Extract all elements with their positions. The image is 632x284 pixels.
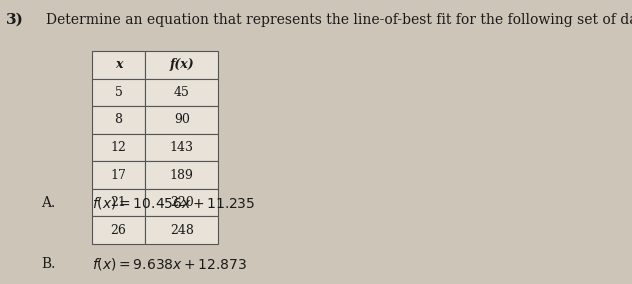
Text: 3): 3) xyxy=(6,13,24,27)
Text: 90: 90 xyxy=(174,114,190,126)
Text: 189: 189 xyxy=(170,169,193,181)
Bar xyxy=(92,134,145,161)
Text: 8: 8 xyxy=(114,114,123,126)
Text: 12: 12 xyxy=(111,141,126,154)
Text: A.: A. xyxy=(41,196,56,210)
Bar xyxy=(92,106,145,134)
Bar xyxy=(145,161,218,189)
Bar xyxy=(92,161,145,189)
Text: 45: 45 xyxy=(174,86,190,99)
Bar xyxy=(145,189,218,216)
Bar xyxy=(145,134,218,161)
Text: f(x): f(x) xyxy=(169,59,194,71)
Text: 5: 5 xyxy=(114,86,123,99)
Text: 248: 248 xyxy=(170,224,193,237)
Bar xyxy=(92,51,145,79)
Text: B.: B. xyxy=(41,257,56,271)
Bar xyxy=(92,216,145,244)
Bar xyxy=(145,79,218,106)
Text: $f(x)$$= 10.456x + 11.235$: $f(x)$$= 10.456x + 11.235$ xyxy=(92,195,255,211)
Text: 143: 143 xyxy=(170,141,193,154)
Text: $f(x)$$= 9.638x + 12.873$: $f(x)$$= 9.638x + 12.873$ xyxy=(92,256,246,272)
Text: 17: 17 xyxy=(111,169,126,181)
Bar xyxy=(145,106,218,134)
Text: x: x xyxy=(115,59,122,71)
Bar xyxy=(92,79,145,106)
Bar xyxy=(92,189,145,216)
Bar xyxy=(145,51,218,79)
Text: 220: 220 xyxy=(170,196,193,209)
Text: Determine an equation that represents the line-of-best fit for the following set: Determine an equation that represents th… xyxy=(46,13,632,27)
Bar xyxy=(145,216,218,244)
Text: 21: 21 xyxy=(111,196,126,209)
Text: 26: 26 xyxy=(111,224,126,237)
